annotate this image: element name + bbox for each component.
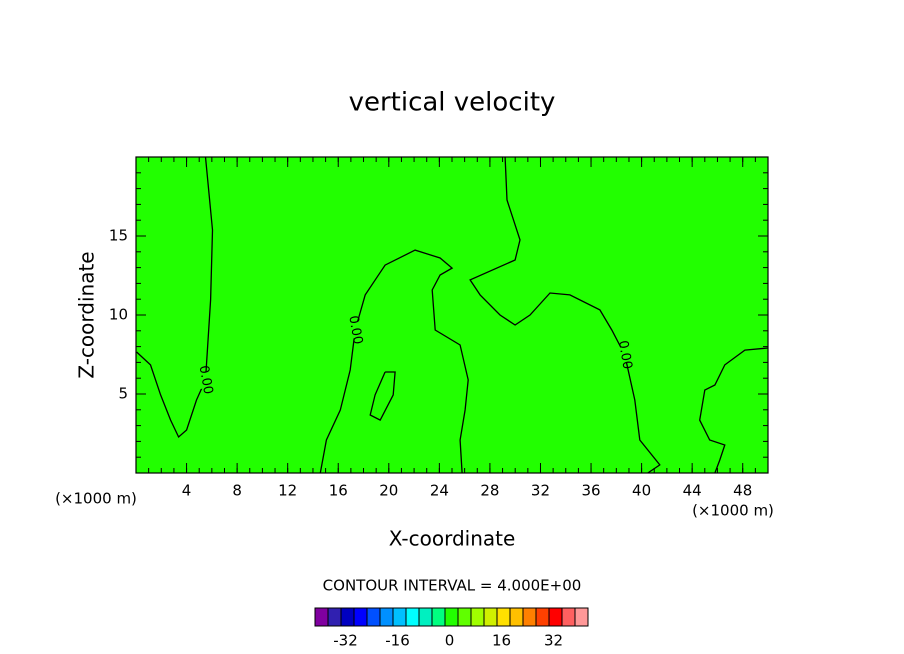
x-tick-label: 16: [329, 482, 348, 500]
y-tick-label: 10: [109, 306, 128, 324]
colorbar-box: [548, 607, 563, 627]
colorbar-box: [431, 607, 446, 627]
y-tick-label: 15: [109, 227, 128, 245]
plot-area: [136, 157, 768, 473]
colorbar-tick-label: 0: [445, 632, 455, 650]
colorbar-tick-label: -16: [385, 632, 410, 650]
colorbar-box: [509, 607, 524, 627]
colorbar-box: [574, 607, 589, 627]
contour-label-bg: [186, 368, 225, 391]
colorbar-box: [327, 607, 342, 627]
colorbar-box: [314, 607, 329, 627]
contour-line: [136, 156, 214, 439]
colorbar-tick-label: -32: [333, 632, 358, 650]
colorbar-box: [470, 607, 485, 627]
x-tick-label: 24: [430, 482, 449, 500]
colorbar-box: [444, 607, 459, 627]
chart-title: vertical velocity: [349, 88, 556, 118]
x-unit-label: (×1000 m): [692, 502, 774, 520]
x-tick-label: 48: [733, 482, 752, 500]
colorbar-tick-label: 16: [492, 632, 511, 650]
contour-label: 0.00: [196, 364, 216, 395]
x-unit-label: (×1000 m): [55, 490, 137, 508]
colorbar-box: [522, 607, 537, 627]
x-tick-label: 44: [683, 482, 702, 500]
y-axis-label: Z-coordinate: [75, 251, 99, 378]
x-tick-label: 36: [581, 482, 600, 500]
colorbar-box: [561, 607, 576, 627]
x-tick-label: 20: [379, 482, 398, 500]
contour-line: [369, 371, 396, 421]
contour-line: [699, 347, 769, 474]
colorbar-box: [418, 607, 433, 627]
colorbar-tick-label: 32: [544, 632, 563, 650]
y-tick-label: 5: [118, 385, 128, 403]
contour-interval: CONTOUR INTERVAL = 4.000E+00: [323, 577, 582, 595]
x-tick-label: 28: [480, 482, 499, 500]
colorbar-box: [535, 607, 550, 627]
colorbar-box: [483, 607, 498, 627]
contour-label: 0.00: [345, 314, 365, 345]
colorbar-box: [340, 607, 355, 627]
x-tick-label: 12: [278, 482, 297, 500]
colorbar-box: [353, 607, 368, 627]
x-tick-label: 40: [632, 482, 651, 500]
contour-label-bg: [605, 343, 644, 366]
colorbar-box: [457, 607, 472, 627]
contour-label: 0.00: [615, 339, 635, 370]
colorbar-box: [405, 607, 420, 627]
colorbar-box: [379, 607, 394, 627]
x-axis-label: X-coordinate: [389, 527, 516, 551]
contour-label-bg: [336, 319, 375, 342]
x-tick-label: 32: [531, 482, 550, 500]
x-tick-label: 8: [232, 482, 242, 500]
contour-line: [469, 156, 661, 474]
contour-line: [319, 249, 469, 474]
x-tick-label: 4: [182, 482, 192, 500]
colorbar-box: [366, 607, 381, 627]
colorbar-box: [392, 607, 407, 627]
colorbar-box: [496, 607, 511, 627]
